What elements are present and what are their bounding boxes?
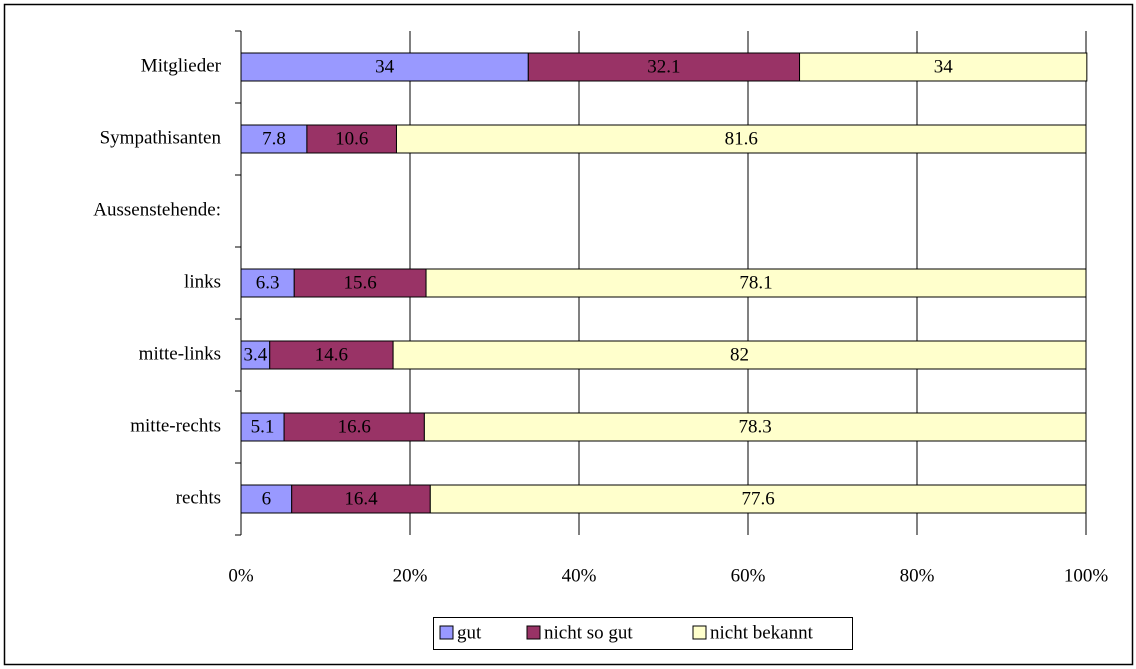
data-label: 78.1 — [739, 272, 772, 293]
data-label: 10.6 — [335, 128, 368, 149]
x-tick-label: 20% — [393, 565, 428, 586]
legend-swatch — [692, 625, 707, 640]
x-tick-label: 60% — [731, 565, 766, 586]
y-tick-label: links — [184, 271, 221, 292]
data-label: 34 — [375, 56, 395, 77]
data-label: 16.4 — [344, 488, 378, 509]
legend-label: nicht bekannt — [710, 622, 814, 643]
y-tick-label: Aussenstehende: — [93, 199, 221, 220]
data-label: 3.4 — [243, 344, 267, 365]
bar-segment — [283, 412, 425, 442]
data-label: 34 — [934, 56, 954, 77]
bar-segment — [423, 412, 1087, 442]
bar-segment — [395, 124, 1087, 154]
bar-segment — [240, 124, 308, 154]
bar-segment — [799, 52, 1088, 82]
bar-segment — [240, 340, 271, 370]
data-label: 81.6 — [725, 128, 758, 149]
legend-box — [433, 617, 853, 650]
bar-segment — [306, 124, 397, 154]
y-tick-label: mitte-links — [139, 343, 221, 364]
data-label: 6 — [262, 488, 272, 509]
legend-swatch — [439, 625, 454, 640]
data-label: 15.6 — [344, 272, 377, 293]
data-label: 14.6 — [315, 344, 348, 365]
bar-segment — [269, 340, 394, 370]
y-tick-label: mitte-rechts — [130, 415, 221, 436]
data-label: 5.1 — [251, 416, 275, 437]
legend-label: nicht so gut — [544, 622, 633, 643]
x-tick-label: 80% — [900, 565, 935, 586]
data-label: 6.3 — [256, 272, 280, 293]
data-label: 16.6 — [338, 416, 371, 437]
x-tick-label: 100% — [1064, 565, 1109, 586]
y-tick-label: Mitglieder — [141, 55, 222, 76]
bar-segment — [240, 412, 285, 442]
bar-segment — [429, 484, 1087, 514]
chart-border — [3, 3, 1134, 666]
x-tick-label: 0% — [228, 565, 254, 586]
data-label: 77.6 — [742, 488, 775, 509]
bar-segment — [240, 52, 529, 82]
bar-segment — [392, 340, 1087, 370]
legend-swatch — [526, 625, 541, 640]
data-label: 78.3 — [739, 416, 772, 437]
bar-segment — [240, 484, 293, 514]
bar-segment — [293, 268, 427, 298]
y-tick-label: rechts — [176, 487, 221, 508]
data-label: 32.1 — [647, 56, 680, 77]
data-label: 82 — [730, 344, 749, 365]
x-tick-label: 40% — [562, 565, 597, 586]
bar-segment — [425, 268, 1087, 298]
y-tick-label: Sympathisanten — [100, 127, 222, 148]
legend-label: gut — [457, 622, 482, 643]
data-label: 7.8 — [262, 128, 286, 149]
